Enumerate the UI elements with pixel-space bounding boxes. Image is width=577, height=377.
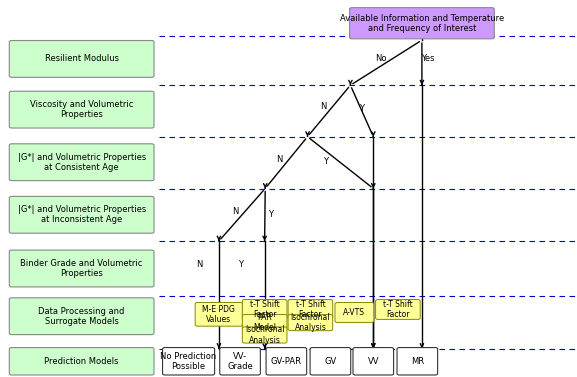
FancyBboxPatch shape	[163, 348, 215, 375]
Text: GV-PAR: GV-PAR	[271, 357, 302, 366]
FancyBboxPatch shape	[353, 348, 394, 375]
FancyBboxPatch shape	[9, 196, 154, 233]
FancyBboxPatch shape	[350, 8, 494, 39]
Text: VV: VV	[368, 357, 379, 366]
Text: Y: Y	[238, 260, 243, 269]
FancyBboxPatch shape	[310, 348, 351, 375]
FancyBboxPatch shape	[242, 327, 287, 343]
Text: Isochronal
Analysis: Isochronal Analysis	[291, 313, 330, 332]
Text: A-VTS: A-VTS	[343, 308, 365, 317]
Text: No Prediction
Possible: No Prediction Possible	[160, 352, 217, 371]
FancyBboxPatch shape	[242, 314, 287, 331]
Text: t-T Shift
Factor: t-T Shift Factor	[250, 300, 279, 319]
Text: Y: Y	[359, 104, 364, 113]
Text: Y: Y	[323, 157, 328, 166]
Text: No: No	[375, 54, 387, 63]
Text: MR: MR	[411, 357, 424, 366]
Text: |G*| and Volumetric Properties
at Consistent Age: |G*| and Volumetric Properties at Consis…	[17, 153, 146, 172]
Text: N: N	[320, 102, 327, 111]
FancyBboxPatch shape	[9, 348, 154, 375]
FancyBboxPatch shape	[266, 348, 307, 375]
Text: VV-
Grade: VV- Grade	[227, 352, 253, 371]
FancyBboxPatch shape	[288, 314, 333, 331]
Text: PAR
Model: PAR Model	[253, 313, 276, 332]
FancyBboxPatch shape	[9, 298, 154, 335]
Text: N: N	[276, 155, 283, 164]
FancyBboxPatch shape	[242, 299, 287, 319]
Text: Prediction Models: Prediction Models	[44, 357, 119, 366]
Text: Binder Grade and Volumetric
Properties: Binder Grade and Volumetric Properties	[20, 259, 143, 278]
Text: N: N	[196, 260, 202, 269]
FancyBboxPatch shape	[9, 250, 154, 287]
FancyBboxPatch shape	[9, 144, 154, 181]
Text: Y: Y	[268, 210, 273, 219]
FancyBboxPatch shape	[397, 348, 437, 375]
Text: M-E PDG
Values: M-E PDG Values	[203, 305, 235, 324]
FancyBboxPatch shape	[9, 91, 154, 128]
Text: Isochronal
Analysis: Isochronal Analysis	[245, 325, 284, 345]
Text: t-T Shift
Factor: t-T Shift Factor	[295, 300, 325, 319]
Text: Viscosity and Volumetric
Properties: Viscosity and Volumetric Properties	[30, 100, 133, 120]
FancyBboxPatch shape	[220, 348, 260, 375]
Text: Data Processing and
Surrogate Models: Data Processing and Surrogate Models	[39, 307, 125, 326]
Text: |G*| and Volumetric Properties
at Inconsistent Age: |G*| and Volumetric Properties at Incons…	[17, 205, 146, 224]
Text: t-T Shift
Factor: t-T Shift Factor	[383, 300, 413, 319]
Text: Resilient Modulus: Resilient Modulus	[44, 54, 119, 63]
Text: GV: GV	[324, 357, 336, 366]
FancyBboxPatch shape	[288, 299, 333, 319]
Text: Yes: Yes	[421, 54, 434, 63]
Text: N: N	[232, 207, 238, 216]
Text: Available Information and Temperature
and Frequency of Interest: Available Information and Temperature an…	[340, 14, 504, 33]
FancyBboxPatch shape	[195, 302, 242, 326]
FancyBboxPatch shape	[376, 299, 420, 319]
FancyBboxPatch shape	[9, 40, 154, 77]
FancyBboxPatch shape	[335, 302, 374, 322]
